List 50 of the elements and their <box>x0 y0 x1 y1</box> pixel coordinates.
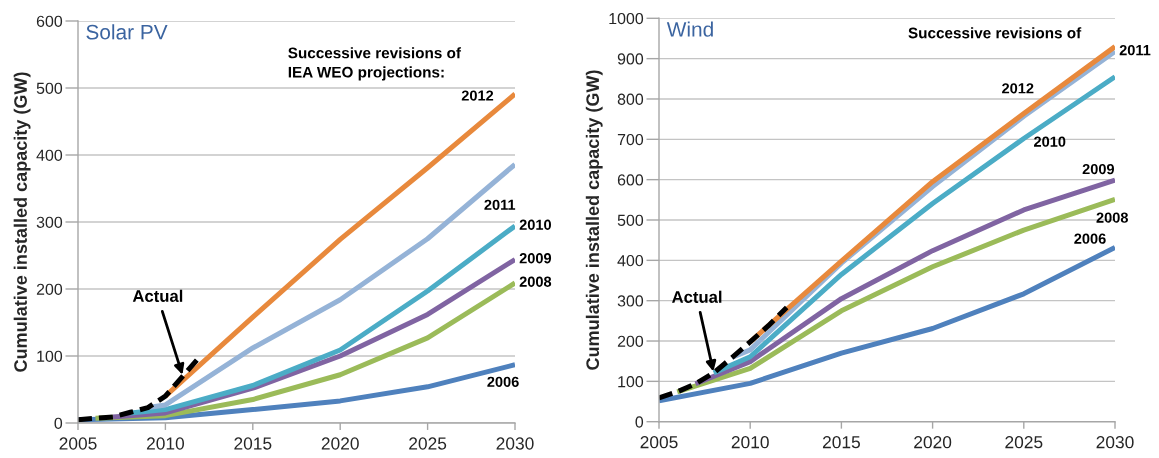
annotation: Successive revisions of <box>908 27 1082 39</box>
annotation: Actual <box>672 290 722 303</box>
y-tick-label: 700 <box>617 133 644 146</box>
series-label: 2011 <box>1119 44 1151 56</box>
series-label: 2012 <box>461 90 494 101</box>
x-tick-label: 2025 <box>409 437 447 450</box>
y-tick-label: 600 <box>36 15 63 27</box>
series-label: 2008 <box>519 276 552 287</box>
series-label: 2006 <box>1074 233 1106 244</box>
y-axis-title: Cumulative installed capacity (GW) <box>13 72 31 372</box>
series-label: 2008 <box>1096 212 1128 223</box>
y-tick-label: 800 <box>617 93 644 105</box>
y-tick-label: 500 <box>617 214 644 226</box>
series-label: 2010 <box>519 219 552 230</box>
series-label: 2009 <box>519 253 552 264</box>
x-tick-label: 2015 <box>234 437 272 450</box>
x-tick-label: 2010 <box>731 436 769 449</box>
annotation: Successive revisions of IEA WEO projections: <box>288 47 462 81</box>
series-label: 2012 <box>1002 83 1034 94</box>
series-label: 2010 <box>1034 136 1066 147</box>
y-axis-title: Cumulative installed capacity (GW) <box>585 70 603 370</box>
y-tick-label: 400 <box>36 149 63 161</box>
y-tick-label: 0 <box>54 417 63 429</box>
chart-title: Solar PV <box>86 24 168 40</box>
x-tick-label: 2025 <box>1005 436 1043 449</box>
y-tick-label: 100 <box>37 350 63 362</box>
x-tick-label: 2030 <box>496 437 534 450</box>
series-label: 2009 <box>1082 163 1115 175</box>
x-tick-label: 2005 <box>59 437 97 450</box>
x-tick-label: 2010 <box>146 437 185 450</box>
x-tick-label: 2020 <box>914 436 952 449</box>
y-tick-label: 500 <box>36 82 63 94</box>
chart-title: Wind <box>666 21 713 37</box>
y-tick-label: 900 <box>617 53 644 65</box>
x-tick-label: 2005 <box>640 436 678 449</box>
y-tick-label: 300 <box>617 295 644 307</box>
y-tick-label: 600 <box>617 174 644 186</box>
series-label: 2006 <box>487 376 519 387</box>
y-tick-label: 200 <box>617 335 644 347</box>
y-tick-label: 200 <box>36 283 63 295</box>
y-tick-label: 400 <box>617 254 644 267</box>
x-tick-label: 2030 <box>1096 436 1134 449</box>
x-tick-label: 2020 <box>321 437 359 450</box>
x-tick-label: 2015 <box>822 436 860 449</box>
annotation: Actual <box>132 289 183 302</box>
y-tick-label: 0 <box>635 416 644 428</box>
y-tick-label: 1000 <box>609 12 644 25</box>
series-label: 2011 <box>484 199 516 210</box>
y-tick-label: 300 <box>36 216 63 228</box>
y-tick-label: 100 <box>618 375 644 388</box>
